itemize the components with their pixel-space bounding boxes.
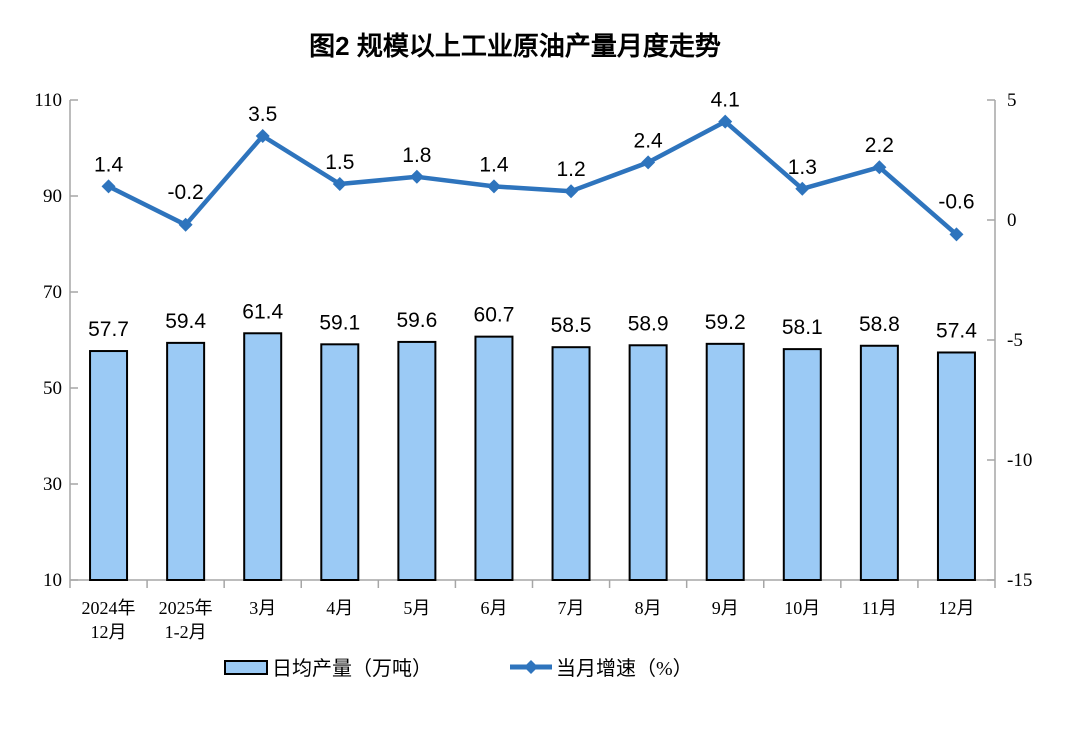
x-axis-label: 7月 bbox=[558, 598, 585, 618]
chart-title: 图2 规模以上工业原油产量月度走势 bbox=[309, 31, 721, 61]
x-axis-label: 12月 bbox=[91, 622, 127, 642]
growth-value-label: 1.5 bbox=[325, 151, 354, 174]
x-axis-label: 2025年 bbox=[159, 598, 213, 618]
growth-value-label: 4.1 bbox=[711, 89, 740, 112]
x-axis-label: 10月 bbox=[784, 598, 820, 618]
growth-value-label: 1.3 bbox=[788, 156, 817, 179]
bar-value-label: 58.8 bbox=[859, 313, 900, 336]
growth-value-label: 3.5 bbox=[248, 103, 277, 126]
bar bbox=[89, 350, 129, 582]
right-axis-tick-label: 0 bbox=[1007, 210, 1017, 231]
left-axis-tick-label: 30 bbox=[43, 474, 62, 495]
x-axis-label: 11月 bbox=[862, 598, 897, 618]
left-axis-tick-label: 90 bbox=[43, 186, 62, 207]
bar-value-label: 59.2 bbox=[705, 311, 746, 334]
x-axis-label: 5月 bbox=[403, 598, 430, 618]
bar-value-label: 57.4 bbox=[936, 319, 977, 342]
x-axis-label: 3月 bbox=[249, 598, 276, 618]
left-axis-tick-label: 10 bbox=[43, 570, 62, 591]
line-marker bbox=[332, 177, 347, 191]
bar bbox=[936, 351, 976, 582]
bar bbox=[705, 342, 745, 581]
right-axis-tick-label: -10 bbox=[1007, 450, 1032, 471]
line-marker bbox=[795, 181, 810, 196]
bar bbox=[397, 340, 437, 582]
bar-value-label: 59.6 bbox=[396, 309, 437, 332]
growth-value-label: 1.2 bbox=[556, 158, 585, 181]
bar-value-label: 60.7 bbox=[474, 304, 515, 327]
line-marker bbox=[101, 179, 116, 194]
growth-value-label: -0.2 bbox=[168, 181, 204, 204]
line-marker bbox=[641, 155, 656, 170]
growth-value-label: 1.4 bbox=[94, 153, 124, 176]
growth-line bbox=[106, 119, 959, 237]
bar bbox=[243, 332, 283, 581]
line-series-swatch-marker bbox=[524, 660, 538, 674]
line-marker bbox=[178, 217, 193, 232]
bar-value-label: 59.1 bbox=[319, 311, 360, 334]
line-marker bbox=[255, 129, 270, 143]
left-axis-tick-label: 110 bbox=[34, 90, 62, 111]
right-axis-tick-label: -5 bbox=[1007, 330, 1023, 351]
x-axis-label: 9月 bbox=[712, 598, 739, 618]
bar-series-swatch bbox=[224, 660, 268, 675]
bar bbox=[628, 344, 668, 581]
line-marker bbox=[872, 160, 887, 175]
x-axis-label: 1-2月 bbox=[165, 622, 207, 642]
bar bbox=[782, 348, 822, 581]
line-marker bbox=[486, 179, 501, 194]
line-series-legend-label: 当月增速（%） bbox=[556, 657, 693, 680]
bar-value-label: 58.1 bbox=[782, 316, 823, 339]
bar bbox=[320, 343, 360, 581]
bar bbox=[166, 341, 206, 581]
legend: 日均产量（万吨） 当月增速（%） bbox=[224, 657, 693, 680]
line-marker bbox=[564, 184, 579, 199]
x-axis-label: 2024年 bbox=[82, 598, 136, 618]
bar-value-label: 58.9 bbox=[628, 312, 669, 335]
bar-value-label: 58.5 bbox=[551, 314, 592, 337]
x-axis-label: 4月 bbox=[326, 598, 353, 618]
bar bbox=[859, 344, 899, 582]
growth-value-label: 1.8 bbox=[402, 144, 431, 167]
growth-value-label: 2.4 bbox=[634, 129, 664, 152]
line-marker bbox=[949, 227, 964, 242]
x-axis-label: 6月 bbox=[480, 598, 507, 618]
line-marker bbox=[409, 169, 424, 184]
bar bbox=[474, 335, 514, 582]
line-marker bbox=[718, 114, 733, 129]
growth-value-label: -0.6 bbox=[938, 190, 974, 213]
bar-value-label: 57.7 bbox=[88, 318, 129, 341]
left-axis-tick-label: 70 bbox=[43, 282, 62, 303]
growth-value-label: 2.2 bbox=[865, 134, 894, 157]
x-axis-label: 8月 bbox=[635, 598, 662, 618]
x-axis-label: 12月 bbox=[938, 598, 974, 618]
bar bbox=[551, 346, 591, 582]
bar-value-label: 61.4 bbox=[242, 300, 283, 323]
growth-value-label: 1.4 bbox=[479, 153, 509, 176]
bar-series-legend-label: 日均产量（万吨） bbox=[272, 657, 432, 680]
right-axis-tick-label: -15 bbox=[1007, 570, 1032, 591]
right-axis-tick-label: 5 bbox=[1007, 90, 1017, 111]
left-axis-tick-label: 50 bbox=[43, 378, 62, 399]
bar-value-label: 59.4 bbox=[165, 310, 206, 333]
